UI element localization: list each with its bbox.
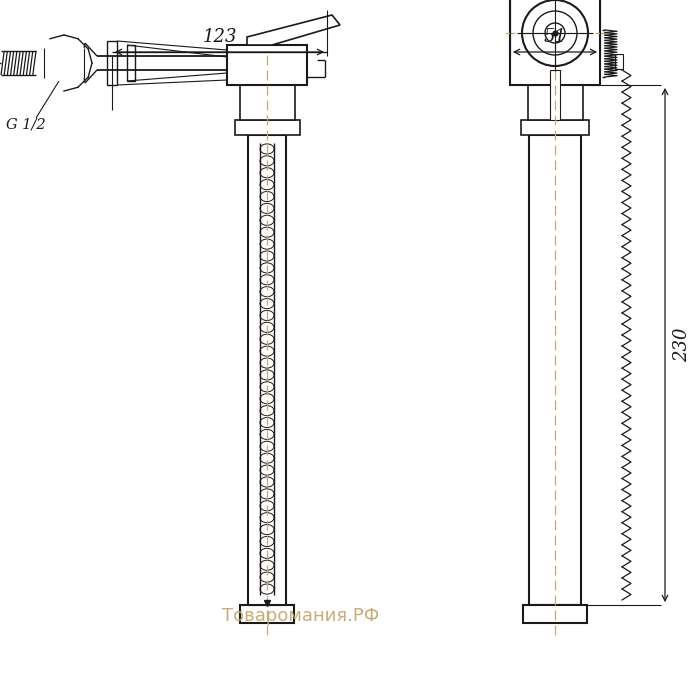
Text: G 1/2: G 1/2 xyxy=(6,117,46,131)
Bar xyxy=(127,45,135,81)
Ellipse shape xyxy=(260,204,274,214)
Ellipse shape xyxy=(260,180,274,190)
Ellipse shape xyxy=(260,405,274,416)
Ellipse shape xyxy=(260,584,274,594)
Ellipse shape xyxy=(260,548,274,559)
Bar xyxy=(529,135,581,605)
Bar xyxy=(523,605,587,623)
Ellipse shape xyxy=(260,144,274,154)
Ellipse shape xyxy=(260,382,274,392)
Bar xyxy=(227,45,307,85)
Ellipse shape xyxy=(260,156,274,166)
Ellipse shape xyxy=(260,500,274,511)
Text: 230: 230 xyxy=(673,328,691,363)
Ellipse shape xyxy=(260,453,274,463)
Ellipse shape xyxy=(260,560,274,570)
Bar xyxy=(234,120,300,135)
Circle shape xyxy=(545,23,565,43)
Ellipse shape xyxy=(260,192,274,202)
Ellipse shape xyxy=(260,298,274,309)
Text: 123: 123 xyxy=(202,28,237,46)
Bar xyxy=(528,85,582,120)
Ellipse shape xyxy=(260,274,274,285)
Ellipse shape xyxy=(260,334,274,344)
Ellipse shape xyxy=(260,572,274,582)
Bar xyxy=(107,41,117,85)
Ellipse shape xyxy=(260,358,274,368)
Ellipse shape xyxy=(260,477,274,487)
Bar xyxy=(615,54,623,69)
Ellipse shape xyxy=(260,489,274,499)
Text: Товаромания.РФ: Товаромания.РФ xyxy=(223,607,379,625)
Ellipse shape xyxy=(260,346,274,356)
Ellipse shape xyxy=(260,370,274,380)
Ellipse shape xyxy=(260,251,274,261)
Ellipse shape xyxy=(260,322,274,332)
Ellipse shape xyxy=(260,216,274,225)
Text: 51: 51 xyxy=(543,28,566,46)
Ellipse shape xyxy=(260,286,274,297)
Ellipse shape xyxy=(260,228,274,237)
Ellipse shape xyxy=(260,417,274,428)
Ellipse shape xyxy=(260,465,274,475)
Bar xyxy=(248,135,286,605)
Bar xyxy=(240,605,294,623)
Ellipse shape xyxy=(260,429,274,440)
Circle shape xyxy=(533,11,577,55)
Ellipse shape xyxy=(260,239,274,249)
Bar xyxy=(239,85,295,120)
Ellipse shape xyxy=(260,441,274,452)
Bar xyxy=(521,120,589,135)
Ellipse shape xyxy=(260,310,274,321)
Ellipse shape xyxy=(260,168,274,178)
Bar xyxy=(550,70,560,120)
Polygon shape xyxy=(247,15,340,45)
Ellipse shape xyxy=(260,262,274,273)
Ellipse shape xyxy=(260,512,274,523)
Ellipse shape xyxy=(260,536,274,547)
Circle shape xyxy=(522,0,588,66)
Ellipse shape xyxy=(260,393,274,404)
Bar xyxy=(510,0,600,85)
Ellipse shape xyxy=(260,524,274,535)
